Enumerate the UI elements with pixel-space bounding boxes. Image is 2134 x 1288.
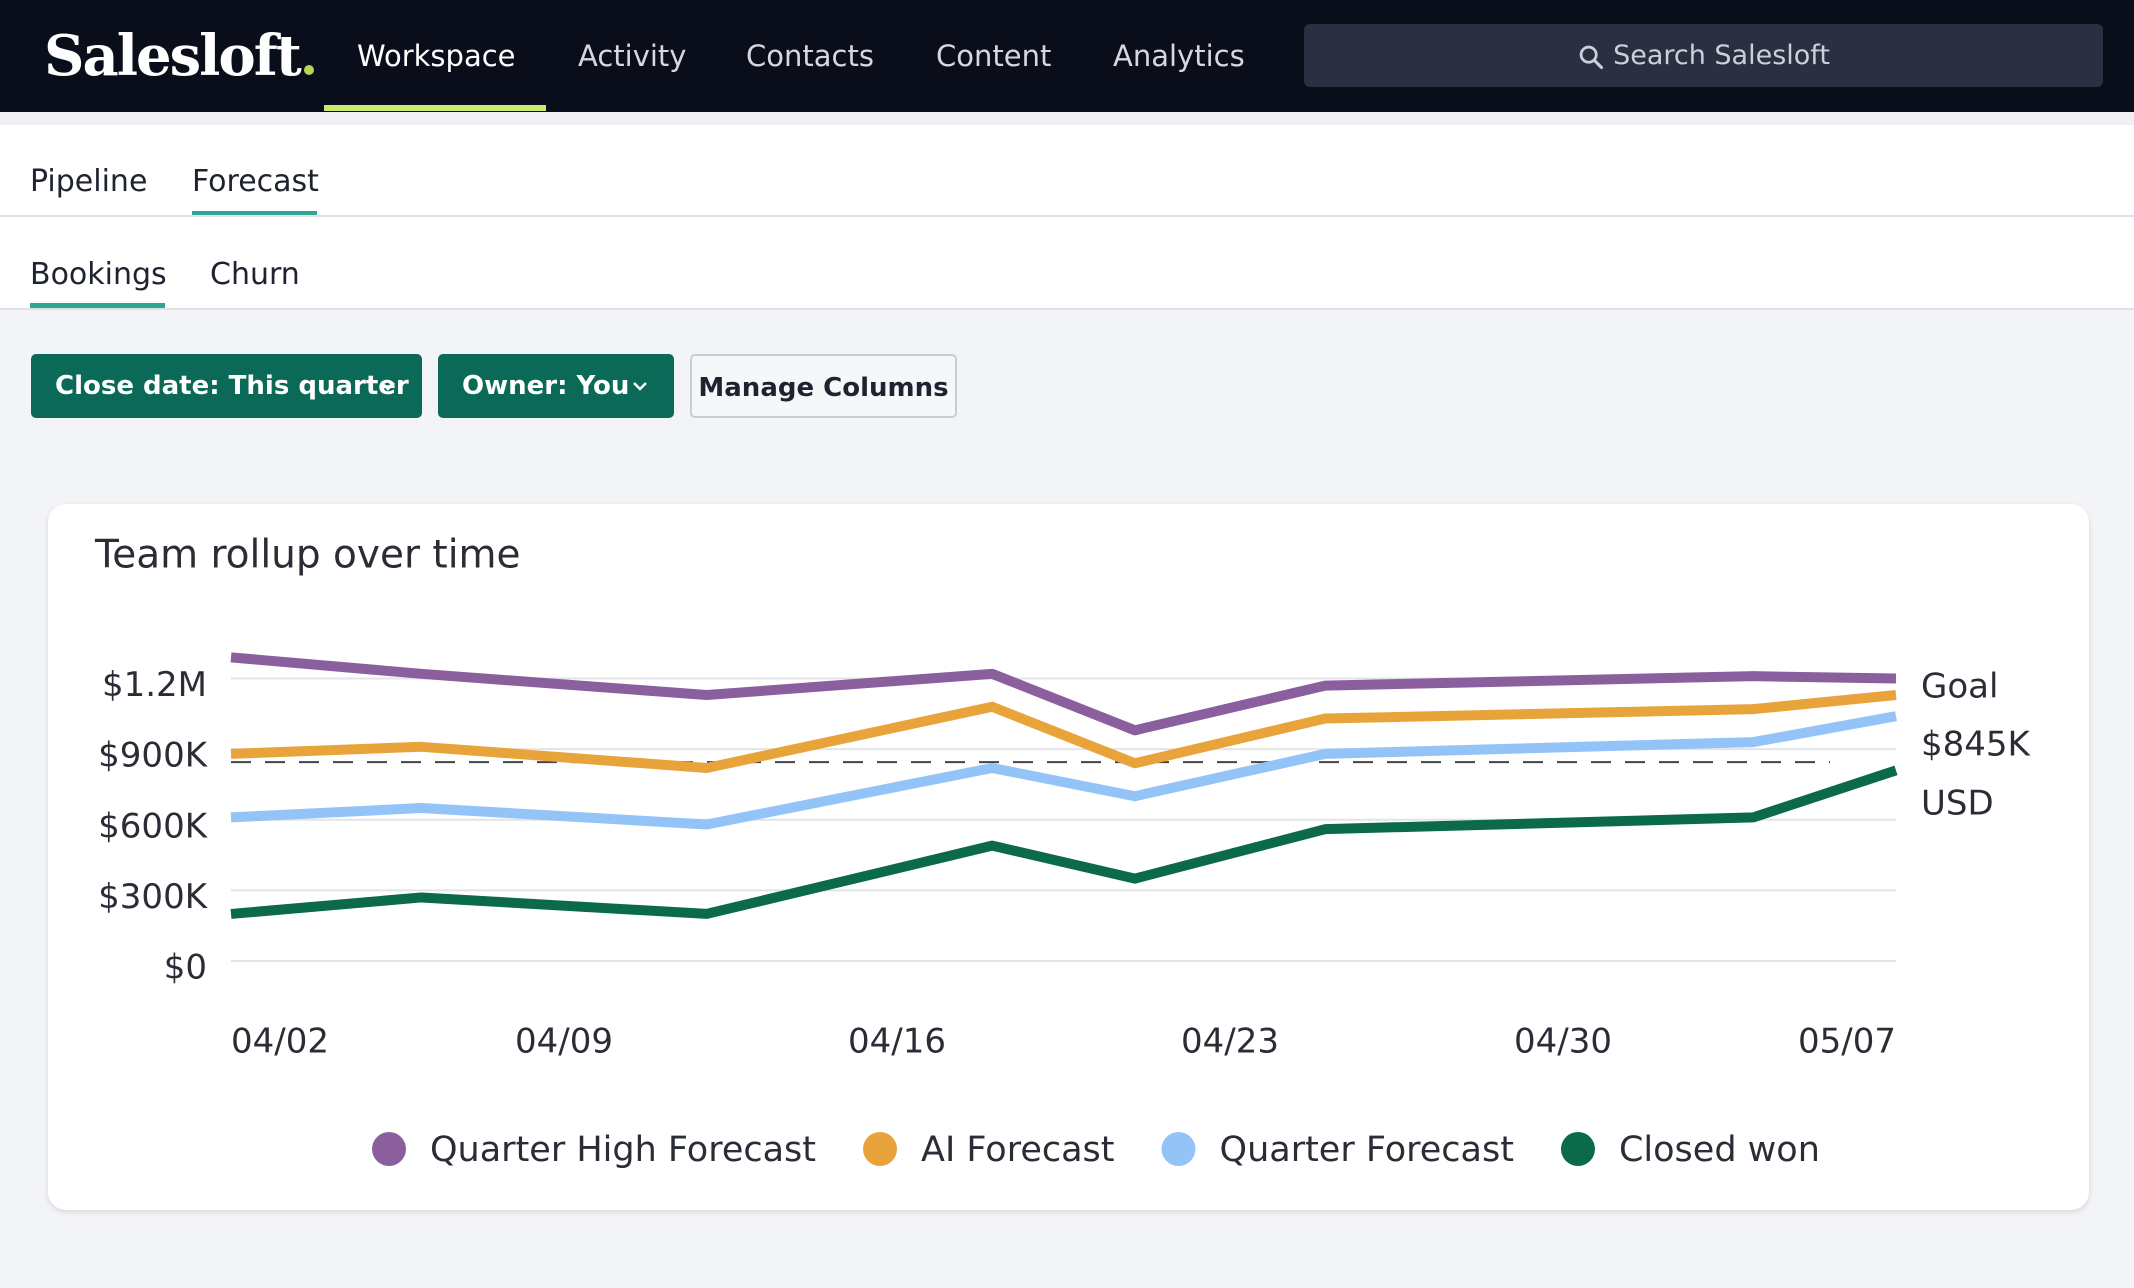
series-line (230, 690, 1897, 773)
nav-item[interactable]: Content (936, 39, 1052, 73)
nav-item[interactable]: Activity (578, 39, 687, 73)
x-tick-label: 05/07 (1798, 1022, 1896, 1062)
manage-columns-button[interactable]: Manage Columns (690, 354, 957, 418)
goal-unit: USD (1921, 784, 1994, 824)
x-tick-label: 04/30 (1514, 1022, 1612, 1062)
chart-title: Team rollup over time (94, 533, 521, 578)
legend-label: Quarter High Forecast (430, 1130, 816, 1170)
goal-value: $845K (1921, 725, 2032, 765)
filter-button[interactable]: Owner: You (438, 354, 674, 418)
top-nav: Salesloft Workspace Activity Contacts Conte… (0, 0, 2134, 112)
search-icon (1579, 45, 1604, 69)
y-tick-label: $900K (98, 736, 209, 776)
filter-button[interactable]: Close date: This quarter (31, 354, 422, 418)
legend-swatch (1161, 1132, 1196, 1166)
subtab[interactable]: Churn (210, 257, 300, 292)
active-nav-underline (324, 105, 546, 111)
search-box[interactable]: Search Salesloft (1304, 24, 2103, 87)
nav-item[interactable]: Contacts (746, 39, 874, 73)
legend-swatch (372, 1132, 406, 1166)
search-placeholder: Search Salesloft (1613, 40, 1830, 71)
button-label: Close date: This quarter (55, 371, 409, 401)
button-label: Owner: You (462, 371, 630, 401)
chevron (633, 382, 647, 391)
legend-label: Quarter Forecast (1220, 1130, 1514, 1170)
chart-card (48, 504, 2089, 1210)
x-tick-label: 04/23 (1181, 1022, 1279, 1062)
y-tick-label: $0 (164, 948, 207, 988)
x-tick-label: 04/16 (848, 1022, 946, 1062)
y-tick-label: $300K (98, 877, 209, 917)
x-tick-label: 04/02 (231, 1022, 329, 1062)
x-tick-label: 04/09 (515, 1022, 613, 1062)
logo-dot (303, 65, 314, 75)
tabs-area (0, 125, 2134, 309)
logo[interactable]: Salesloft (44, 18, 314, 94)
active-subtab-underline (30, 303, 165, 308)
strip (0, 112, 2134, 125)
series-line (230, 711, 1897, 830)
logo-text[interactable]: Salesloft (44, 23, 302, 89)
series-line (230, 765, 1898, 919)
subtab[interactable]: Bookings (30, 257, 167, 292)
goal-label: Goal (1921, 667, 1998, 707)
button-label: Manage Columns (698, 373, 949, 403)
chevron (381, 382, 395, 391)
y-tick-label: $1.2M (102, 665, 207, 705)
tab[interactable]: Forecast (192, 164, 319, 199)
series-line (230, 652, 1897, 736)
nav-item[interactable]: Analytics (1113, 39, 1245, 73)
legend-swatch (1560, 1132, 1595, 1166)
divider (0, 308, 2134, 310)
legend-swatch (863, 1132, 898, 1166)
y-tick-label: $600K (98, 806, 209, 846)
active-tab-underline (192, 211, 317, 216)
legend-label: Closed won (1619, 1130, 1820, 1170)
nav-item[interactable]: Workspace (357, 39, 516, 73)
divider (0, 215, 2134, 217)
tab[interactable]: Pipeline (30, 164, 148, 199)
legend-label: AI Forecast (921, 1130, 1115, 1170)
